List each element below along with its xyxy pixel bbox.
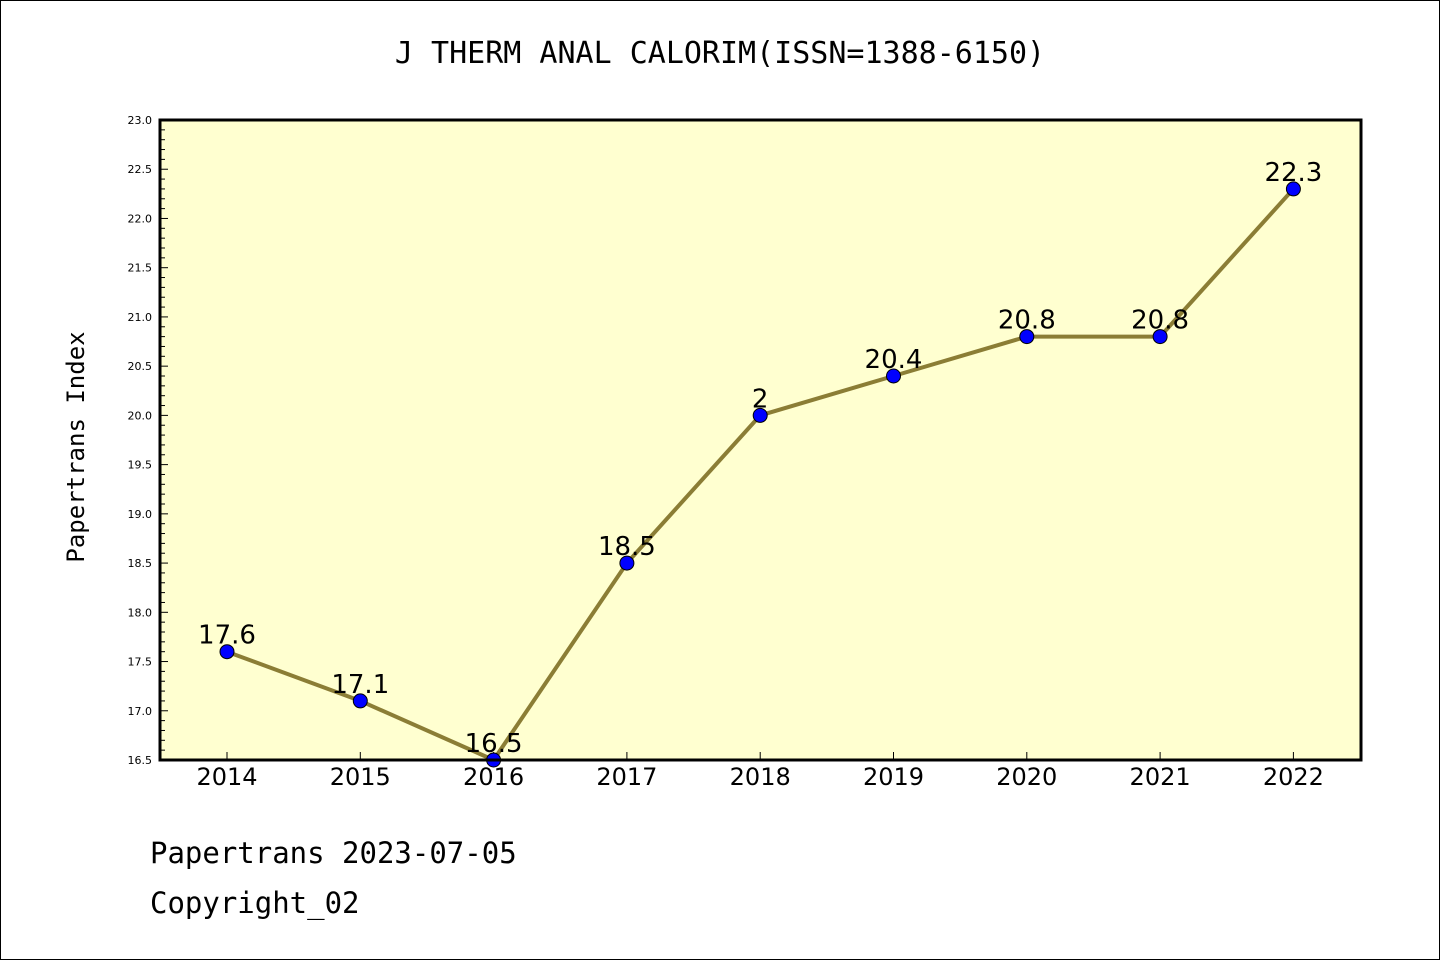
data-label: 20.8 — [1131, 306, 1189, 336]
data-label: 18.5 — [598, 532, 656, 562]
x-tick-label: 2014 — [196, 763, 257, 791]
data-point — [886, 368, 901, 384]
data-labels: 17.6 17.1 16.5 18.5 2 20.4 20.8 20.8 22.3 — [198, 158, 1322, 759]
y-tick-label: 19.5 — [128, 459, 153, 472]
x-axis: 2014 2015 2016 2017 2018 2019 2020 2021 2022 — [196, 752, 1324, 791]
data-label: 17.6 — [198, 621, 256, 651]
data-point — [1152, 329, 1168, 345]
data-label: 2 — [752, 384, 769, 414]
plot-border — [158, 118, 1363, 762]
x-tick-label: 2021 — [1130, 763, 1191, 791]
y-tick-label: 20.5 — [128, 360, 153, 373]
y-tick-label: 21.5 — [128, 262, 153, 275]
data-label: 22.3 — [1264, 158, 1322, 188]
x-tick-label: 2017 — [596, 763, 657, 791]
data-label: 20.8 — [998, 306, 1056, 336]
data-point — [1019, 329, 1035, 345]
data-point — [352, 693, 368, 709]
data-point — [619, 555, 635, 571]
y-tick-label: 18.0 — [128, 606, 153, 619]
data-label: 16.5 — [465, 729, 523, 759]
x-tick-label: 2020 — [996, 763, 1057, 791]
y-tick-label: 23.0 — [128, 114, 153, 127]
y-tick-label: 19.0 — [128, 508, 153, 521]
data-label: 17.1 — [331, 670, 389, 700]
data-point — [752, 407, 768, 423]
data-point — [1285, 181, 1301, 197]
footer-date: Papertrans 2023-07-05 — [150, 836, 517, 870]
x-tick-label: 2015 — [330, 763, 391, 791]
x-tick-label: 2022 — [1263, 763, 1324, 791]
y-tick-label: 21.0 — [128, 311, 153, 324]
data-points — [219, 181, 1301, 768]
data-label: 20.4 — [865, 345, 923, 375]
footer-copyright: Copyright_02 — [150, 886, 360, 920]
x-tick-label: 2019 — [863, 763, 924, 791]
y-tick-label: 17.0 — [128, 705, 153, 718]
y-tick-label: 22.0 — [128, 212, 153, 225]
x-tick-label: 2016 — [463, 763, 524, 791]
chart-title: J THERM ANAL CALORIM(ISSN=1388-6150) — [394, 36, 1046, 71]
y-tick-label: 20.0 — [128, 409, 153, 422]
data-point — [219, 644, 235, 660]
y-tick-label: 22.5 — [128, 163, 153, 176]
y-tick-label: 18.5 — [128, 557, 153, 570]
plot-area — [160, 120, 1361, 760]
x-tick-label: 2018 — [730, 763, 791, 791]
y-tick-label: 16.5 — [128, 754, 153, 767]
y-tick-label: 17.5 — [128, 656, 153, 669]
